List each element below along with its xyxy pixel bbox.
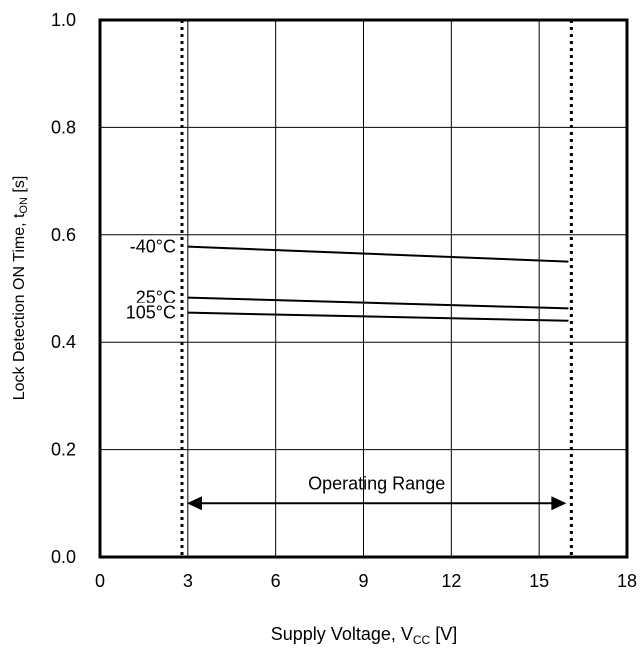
x-tick-label: 12 (441, 571, 461, 591)
grid-lines (100, 20, 627, 557)
series-label: -40°C (130, 237, 176, 257)
series-label-background (127, 236, 178, 257)
y-tick-label: 0.0 (51, 547, 76, 567)
operating-range-label: Operating Range (308, 473, 445, 493)
x-tick-label: 6 (271, 571, 281, 591)
series-label-background (133, 287, 178, 308)
y-tick-label: 0.8 (51, 117, 76, 137)
operating-range-arrow-left (186, 496, 202, 511)
plot-frame (98, 18, 629, 559)
y-tick-labels: 0.0 0.2 0.4 0.6 0.8 1.0 (51, 10, 76, 567)
x-axis-label: Supply Voltage, VCC [V] (271, 624, 457, 647)
y-tick-label: 0.4 (51, 332, 76, 352)
series-lines (187, 245, 569, 322)
series-line (187, 311, 569, 322)
operating-range-arrow-right (551, 496, 567, 511)
x-tick-label: 0 (95, 571, 105, 591)
x-tick-label: 15 (529, 571, 549, 591)
operating-range-limits (180, 20, 573, 557)
y-tick-label: 0.2 (51, 440, 76, 460)
x-tick-labels: 0 3 6 9 12 15 18 (95, 571, 637, 591)
y-axis-label: Lock Detection ON Time, tON [s] (11, 176, 30, 401)
series-label-background (123, 302, 178, 323)
y-tick-label: 1.0 (51, 10, 76, 30)
operating-range-annotation: Operating Range (186, 473, 567, 511)
series-label: 25°C (136, 288, 176, 308)
x-tick-label: 18 (617, 571, 637, 591)
series-label: 105°C (126, 303, 176, 323)
y-tick-label: 0.6 (51, 225, 76, 245)
series-line (187, 245, 569, 263)
x-tick-label: 9 (358, 571, 368, 591)
x-tick-label: 3 (183, 571, 193, 591)
series-line (187, 296, 569, 310)
